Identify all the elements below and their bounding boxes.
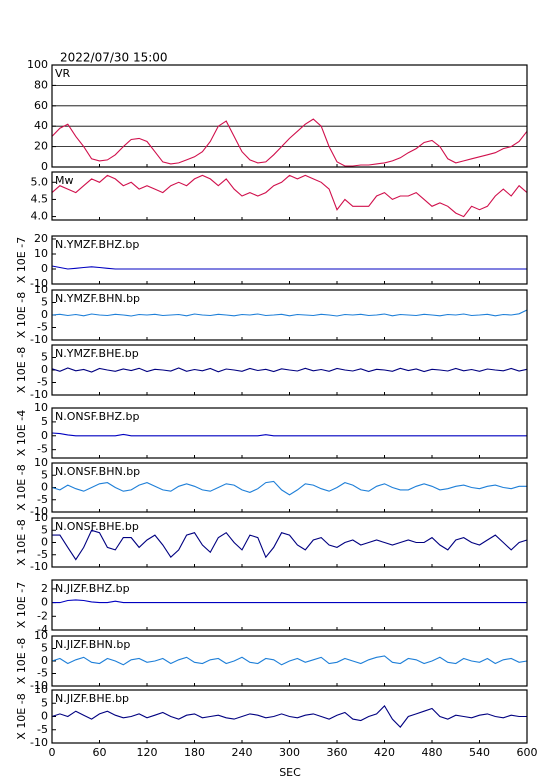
y-tick-label: 0	[41, 429, 48, 442]
trace	[52, 599, 527, 604]
y-tick-label: 20	[34, 140, 48, 153]
panel-frame	[51, 64, 528, 168]
y-tick-label: 20	[34, 232, 48, 245]
y-tick-label: -5	[37, 376, 48, 389]
y-tick-label: 0	[41, 308, 48, 321]
y-tick-label: 5	[41, 296, 48, 309]
y-tick-label: 0	[41, 363, 48, 376]
y-tick-label: -10	[30, 388, 48, 401]
panel-label: N.JIZF.BHZ.bp	[55, 582, 130, 595]
y-tick-label: -2	[37, 609, 48, 622]
y-tick-label: -10	[30, 277, 48, 290]
y-tick-label: 10	[34, 511, 48, 524]
y-tick-label: -10	[30, 333, 48, 346]
y-tick-label: 5.0	[31, 175, 49, 188]
y-tick-label: 0	[41, 262, 48, 275]
panel-label: N.ONSF.BHE.bp	[55, 520, 139, 533]
y-tick-label: 100	[27, 58, 48, 71]
panel-label: N.YMZF.BHE.bp	[55, 347, 139, 360]
x-tick-label: 540	[469, 746, 490, 759]
panel-label: N.YMZF.BHN.bp	[55, 292, 140, 305]
y-unit-label: X 10E -8	[15, 292, 28, 338]
x-tick-label: 300	[279, 746, 300, 759]
y-tick-label: 0	[41, 596, 48, 609]
y-unit-label: X 10E -8	[15, 693, 28, 739]
y-tick-label: -10	[30, 505, 48, 518]
y-tick-label: 5	[41, 468, 48, 481]
y-tick-label: 5	[41, 523, 48, 536]
x-axis-label: SEC	[279, 766, 301, 779]
y-tick-label: 80	[34, 78, 48, 91]
x-tick-label: 240	[232, 746, 253, 759]
y-tick-label: -5	[37, 723, 48, 736]
y-tick-label: 10	[34, 683, 48, 696]
y-unit-label: X 10E -7	[15, 237, 28, 283]
y-tick-label: 0	[41, 536, 48, 549]
y-tick-label: 40	[34, 119, 48, 132]
y-tick-label: -5	[37, 548, 48, 561]
y-tick-label: 5	[41, 696, 48, 709]
y-tick-label: -5	[37, 493, 48, 506]
trace	[51, 265, 527, 270]
chart-title: 2022/07/30 15:00	[60, 51, 168, 65]
x-tick-label: 180	[184, 746, 205, 759]
y-tick-label: 60	[34, 99, 48, 112]
y-tick-label: 10	[34, 456, 48, 469]
panel-label: N.JIZF.BHN.bp	[55, 638, 130, 651]
x-tick-label: 0	[49, 746, 56, 759]
y-tick-label: 10	[34, 401, 48, 414]
y-tick-label: 0	[41, 160, 48, 173]
y-tick-label: 0	[41, 710, 48, 723]
y-tick-label: 10	[34, 247, 48, 260]
y-unit-label: X 10E -8	[15, 347, 28, 393]
trace	[51, 432, 527, 437]
panel-label: Mw	[55, 174, 74, 187]
x-tick-label: 600	[517, 746, 538, 759]
y-tick-label: 5	[41, 642, 48, 655]
x-tick-label: 120	[137, 746, 158, 759]
panel-label: N.JIZF.BHE.bp	[55, 692, 129, 705]
y-unit-label: X 10E -8	[15, 519, 28, 565]
trace	[51, 655, 528, 666]
x-tick-label: 420	[374, 746, 395, 759]
panel-label: N.ONSF.BHN.bp	[55, 465, 140, 478]
panel-label: VR	[55, 67, 71, 80]
panel-label: N.YMZF.BHZ.bp	[55, 238, 139, 251]
y-tick-label: -5	[37, 321, 48, 334]
y-tick-label: 10	[34, 283, 48, 296]
y-unit-label: X 10E -7	[15, 582, 28, 628]
y-tick-label: -10	[30, 560, 48, 573]
x-tick-label: 60	[93, 746, 107, 759]
trace	[51, 367, 528, 373]
y-tick-label: -5	[37, 443, 48, 456]
trace	[51, 118, 528, 167]
y-tick-label: -5	[37, 667, 48, 680]
y-tick-label: 4.5	[31, 192, 49, 205]
y-unit-label: X 10E -8	[15, 638, 28, 684]
y-tick-label: 4.0	[31, 210, 49, 223]
trace	[51, 309, 528, 317]
x-tick-label: 480	[422, 746, 443, 759]
y-tick-label: 2	[41, 582, 48, 595]
trace	[51, 480, 527, 496]
trace	[51, 705, 527, 728]
x-tick-label: 360	[327, 746, 348, 759]
y-unit-label: X 10E -4	[15, 410, 28, 456]
y-tick-label: -10	[30, 679, 48, 692]
y-tick-label: -10	[30, 736, 48, 749]
y-tick-label: -4	[37, 623, 48, 636]
trace	[51, 174, 528, 218]
y-tick-label: 5	[41, 351, 48, 364]
y-tick-label: 0	[41, 481, 48, 494]
y-tick-label: 5	[41, 415, 48, 428]
y-tick-label: 10	[34, 629, 48, 642]
panel-label: N.ONSF.BHZ.bp	[55, 410, 139, 423]
y-unit-label: X 10E -8	[15, 464, 28, 510]
y-tick-label: 0	[41, 654, 48, 667]
trace	[52, 529, 528, 561]
